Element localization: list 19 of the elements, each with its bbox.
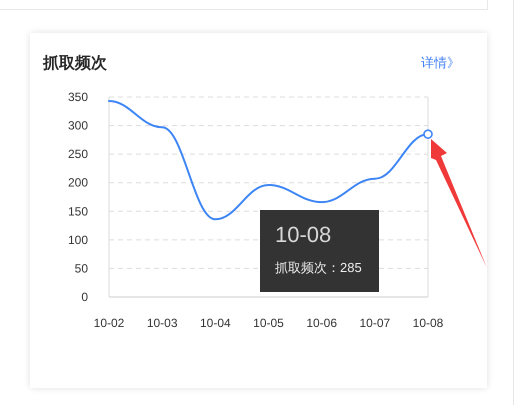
y-tick-label: 300 xyxy=(68,118,88,133)
y-tick-label: 50 xyxy=(74,261,88,276)
y-tick-label: 100 xyxy=(68,232,88,247)
x-tick-label: 10-03 xyxy=(146,316,178,330)
x-tick-label: 10-05 xyxy=(253,316,284,330)
annotation: 抓取频次：285 xyxy=(275,260,362,275)
x-tick-label: 10-06 xyxy=(306,316,338,330)
chart-title: 抓取频次 xyxy=(42,54,108,72)
y-tick-label: 250 xyxy=(68,147,88,162)
y-tick-label: 350 xyxy=(68,90,88,104)
x-tick-label: 10-02 xyxy=(94,316,125,330)
x-tick-label: 10-04 xyxy=(200,316,231,330)
y-tick-label: 0 xyxy=(81,290,88,304)
x-tick-label: 10-07 xyxy=(359,316,390,330)
text: 详情》 xyxy=(421,55,460,70)
annotation: 10-08 xyxy=(275,222,332,247)
x-tick-label: 10-08 xyxy=(412,316,444,330)
y-tick-label: 150 xyxy=(68,204,88,218)
y-tick-label: 200 xyxy=(68,176,88,190)
